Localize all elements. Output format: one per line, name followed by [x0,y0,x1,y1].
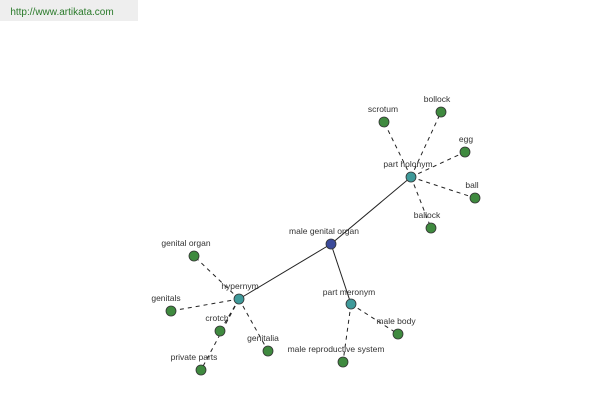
term-node [214,325,226,337]
relation-node [405,171,417,183]
node-label: ballock [414,210,441,220]
node-label: male body [376,316,416,326]
term-edge [410,111,442,178]
relation-node [233,293,245,305]
term-edge [193,255,240,300]
term-node [469,192,481,204]
term-node [262,345,274,357]
node-label: part meronym [323,287,375,297]
node-label: bollock [424,94,451,104]
term-edge [383,121,412,178]
edges [170,111,476,371]
term-edge [219,298,240,332]
term-edge [410,176,476,199]
term-edge [410,176,432,229]
node-label: genitals [151,293,180,303]
node-label: scrotum [368,104,398,114]
term-node [425,222,437,234]
term-edge [170,298,240,312]
relation-edge [330,176,412,245]
term-node [392,328,404,340]
relation-edge [238,243,332,300]
url-box [0,0,138,21]
node-label: crotch [205,313,228,323]
term-node [435,106,447,118]
node-label: genitalia [247,333,279,343]
term-node [337,356,349,368]
relation-edge [330,243,352,305]
term-node [188,250,200,262]
node-label: part holonym [383,159,432,169]
root-node [325,238,337,250]
term-edge [410,151,466,178]
nodes: male genital organ part holonym hypernym pa… [151,94,481,376]
node-label: hypernym [221,281,258,291]
node-label: male genital organ [289,226,359,236]
url: http://www.artikata.com [10,7,113,18]
term-node [195,364,207,376]
node-label: genital organ [161,238,210,248]
term-node [165,305,177,317]
relation-node [345,298,357,310]
term-node [459,146,471,158]
node-label: male reproductive system [288,344,385,354]
term-node [378,116,390,128]
node-label: ball [465,180,478,190]
node-label: private parts [171,352,218,362]
node-label: egg [459,134,473,144]
term-edge [350,303,399,335]
term-edge [342,303,352,363]
term-edge [238,298,269,352]
